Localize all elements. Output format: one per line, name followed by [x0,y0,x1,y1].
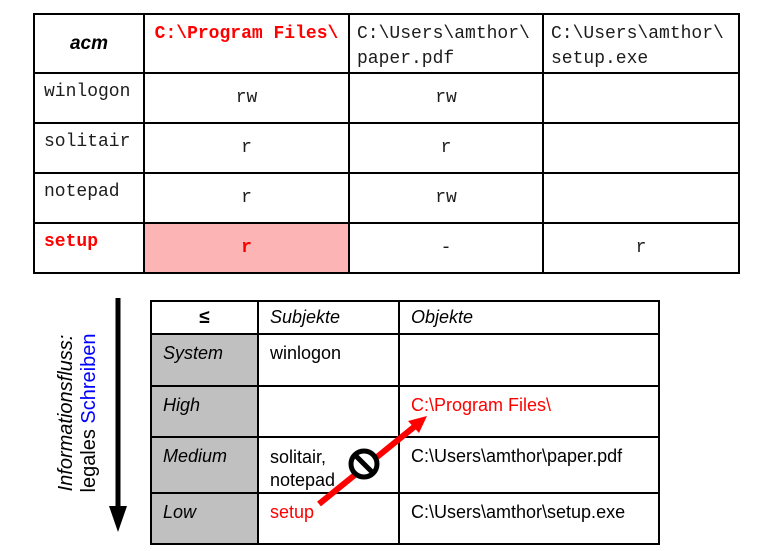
acm-col-header-paper-pdf: C:\Users\amthor\ paper.pdf [348,13,544,74]
acm-cell: rw [348,72,544,124]
acm-row-solitair: solitair r r [33,122,740,174]
acm-cell: r [143,172,350,224]
information-flow-label-line2: legales Schreiben [78,283,101,543]
lattice-row-medium: Medium solitair, notepad C:\Users\amthor… [150,436,660,494]
lattice-subjects-header: Subjekte [257,300,400,335]
lattice-level-medium: Medium [150,436,259,494]
acm-cell [542,72,740,124]
acm-subject-winlogon: winlogon [33,72,145,124]
acm-subject-solitair: solitair [33,122,145,174]
legal-write-blue-text: Schreiben [78,333,100,424]
acm-cell-highlighted: r [143,222,350,274]
acm-cell [542,172,740,224]
lattice-level-high: High [150,385,259,438]
acm-row-winlogon: winlogon rw rw [33,72,740,124]
acm-col-header-program-files: C:\Program Files\ [143,13,350,74]
lattice-header-row: ≤ Subjekte Objekte [150,300,660,335]
acm-row-setup: setup r - r [33,222,740,274]
acm-header-row: acm C:\Program Files\ C:\Users\amthor\ p… [33,13,740,74]
acm-cell: r [143,122,350,174]
acm-subject-notepad: notepad [33,172,145,224]
acm-cell: rw [143,72,350,124]
lattice-subjects-cell [257,385,400,438]
lattice-relation-header: ≤ [150,300,259,335]
acm-cell: rw [348,172,544,224]
lattice-objects-cell [398,333,660,387]
information-flow-label-line1: Informationsfluss: [55,334,77,492]
flow-direction-down-arrow-icon [109,298,127,532]
acm-cell: r [348,122,544,174]
lattice-row-system: System winlogon [150,333,660,387]
access-control-matrix-table: acm C:\Program Files\ C:\Users\amthor\ p… [33,13,740,274]
acm-subject-setup: setup [33,222,145,274]
lattice-subjects-cell-setup: setup [257,492,400,545]
lattice-subjects-cell: winlogon [257,333,400,387]
lattice-subjects-cell: solitair, notepad [257,436,400,494]
acm-cell: - [348,222,544,274]
lattice-row-high: High C:\Program Files\ [150,385,660,438]
lattice-level-low: Low [150,492,259,545]
lattice-objects-cell: C:\Users\amthor\setup.exe [398,492,660,545]
lattice-row-low: Low setup C:\Users\amthor\setup.exe [150,492,660,545]
lattice-objects-header: Objekte [398,300,660,335]
security-lattice-table: ≤ Subjekte Objekte System winlogon High … [150,300,660,545]
acm-cell: r [542,222,740,274]
information-flow-label: Informationsfluss: legales Schreiben [55,283,101,543]
lattice-objects-cell: C:\Users\amthor\paper.pdf [398,436,660,494]
lattice-objects-cell-program-files: C:\Program Files\ [398,385,660,438]
lattice-level-system: System [150,333,259,387]
acm-row-notepad: notepad r rw [33,172,740,224]
acm-col-header-setup-exe: C:\Users\amthor\ setup.exe [542,13,740,74]
acm-cell [542,122,740,174]
acm-corner-label: acm [33,13,145,74]
legal-write-black-text: legales [78,423,100,493]
